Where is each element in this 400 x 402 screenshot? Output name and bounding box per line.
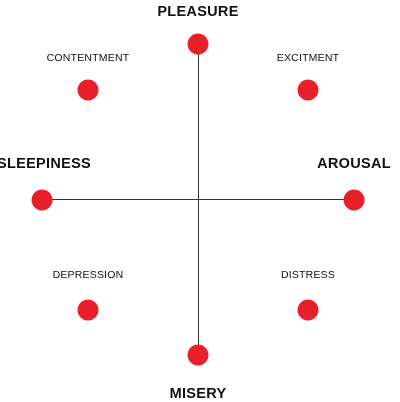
pleasure-dot	[187, 33, 209, 55]
arousal-label: AROUSAL	[317, 156, 391, 172]
excitement-dot	[297, 79, 319, 101]
misery-dot	[187, 344, 209, 366]
sleepiness-label: SLEEPINESS	[0, 156, 92, 172]
distress-dot	[297, 299, 319, 321]
distress-label: DISTRESS	[280, 269, 336, 281]
sleepiness-dot	[31, 189, 53, 211]
contentment-label: CONTENTMENT	[46, 52, 130, 64]
depression-label: DEPRESSION	[52, 269, 124, 281]
excitement-label: EXCITMENT	[276, 52, 340, 64]
misery-label: MISERY	[169, 386, 227, 402]
horizontal-axis	[42, 199, 354, 200]
pleasure-label: PLEASURE	[157, 4, 239, 20]
depression-dot	[77, 299, 99, 321]
contentment-dot	[77, 79, 99, 101]
arousal-dot	[343, 189, 365, 211]
